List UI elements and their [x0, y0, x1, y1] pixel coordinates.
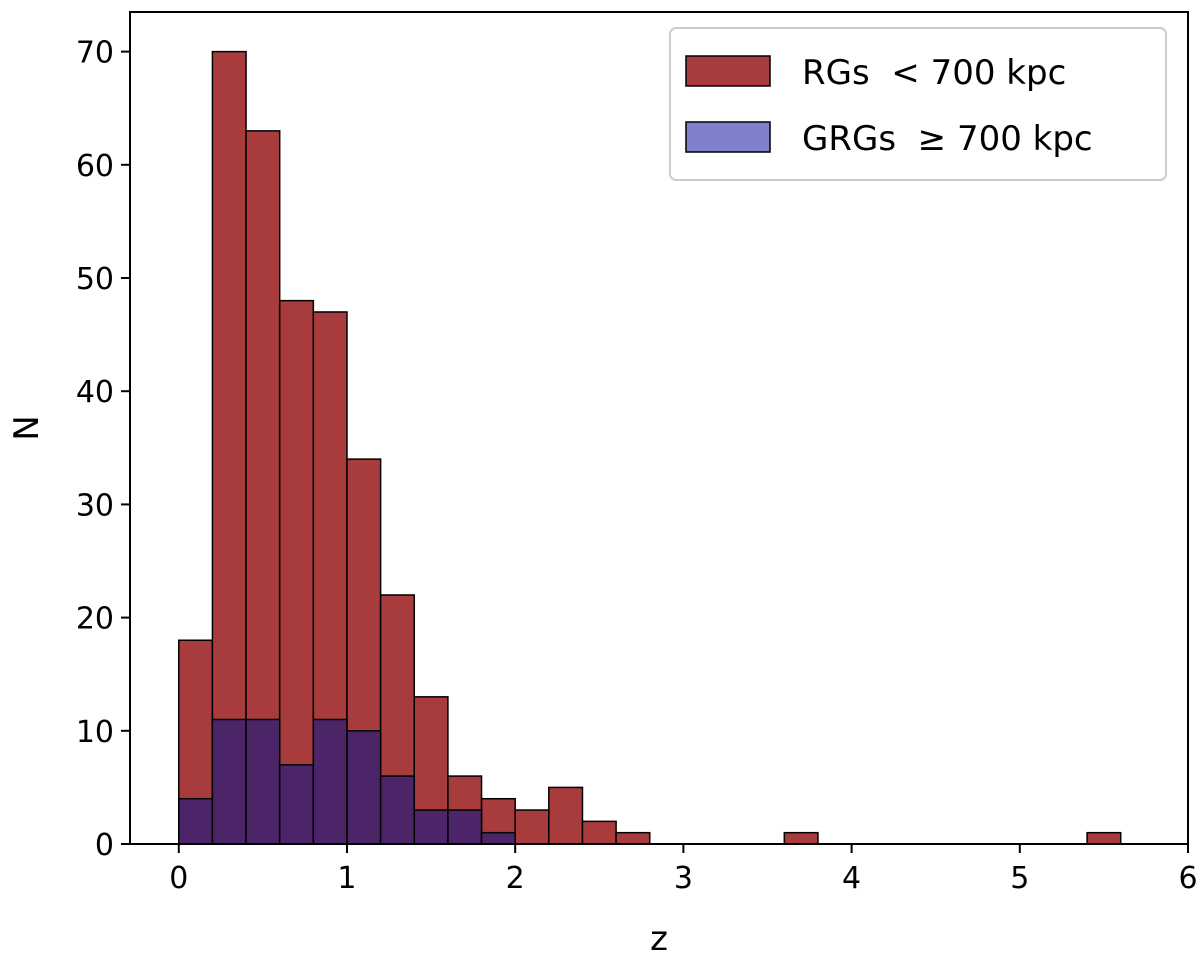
x-tick-label-5: 5: [1010, 861, 1029, 896]
bar-rgs-3: [278, 299, 315, 845]
x-tick-label-0: 0: [169, 861, 188, 896]
bar-grgs-8: [447, 809, 483, 845]
bar-rgs-18: [783, 831, 819, 845]
y-tick-label-40: 40: [76, 375, 114, 410]
y-tick-label-70: 70: [76, 36, 114, 71]
x-tick-label-1: 1: [337, 861, 356, 896]
plot-frame: [129, 11, 1189, 845]
bar-grgs-4: [312, 718, 348, 845]
bar-rgs-1: [211, 50, 247, 845]
bar-rgs-11: [548, 786, 584, 845]
y-tick-label-10: 10: [76, 715, 114, 750]
bars-layer: [178, 50, 1122, 845]
bar-grgs-3: [278, 764, 315, 845]
bar-grgs-0: [178, 797, 214, 845]
legend-swatch-grgs: [685, 121, 771, 153]
bar-grgs-7: [413, 809, 449, 845]
bar-grgs-5: [346, 730, 382, 845]
y-axis: 0 10 20 30 40 50 60 70: [76, 36, 130, 863]
x-tick-label-3: 3: [674, 861, 693, 896]
bar-rgs-12: [581, 820, 617, 845]
x-tick-label-2: 2: [506, 861, 525, 896]
y-tick-label-0: 0: [95, 828, 114, 863]
x-axis: 0 1 2 3 4 5 6: [169, 844, 1198, 896]
y-tick-label-20: 20: [76, 602, 114, 637]
x-tick-label-6: 6: [1178, 861, 1197, 896]
bar-rgs-27: [1086, 831, 1122, 845]
bar-grgs-6: [379, 775, 416, 845]
legend: RGs < 700 kpc GRGs ≥ 700 kpc: [669, 27, 1167, 181]
bar-grgs-1: [211, 718, 247, 845]
y-axis-label: N: [7, 415, 47, 440]
y-tick-label-50: 50: [76, 262, 114, 297]
bar-rgs-13: [615, 831, 651, 845]
legend-swatch-rgs: [685, 55, 771, 87]
y-tick-label-60: 60: [76, 149, 114, 184]
x-tick-label-4: 4: [842, 861, 861, 896]
bar-grgs-2: [245, 718, 281, 845]
bar-rgs-10: [514, 809, 550, 845]
y-tick-label-30: 30: [76, 488, 114, 523]
legend-label-grgs: GRGs ≥ 700 kpc: [802, 119, 1093, 159]
bar-grgs-9: [480, 831, 516, 845]
legend-label-rgs: RGs < 700 kpc: [802, 53, 1066, 93]
x-axis-label: z: [650, 919, 668, 959]
legend-box: [669, 27, 1167, 181]
